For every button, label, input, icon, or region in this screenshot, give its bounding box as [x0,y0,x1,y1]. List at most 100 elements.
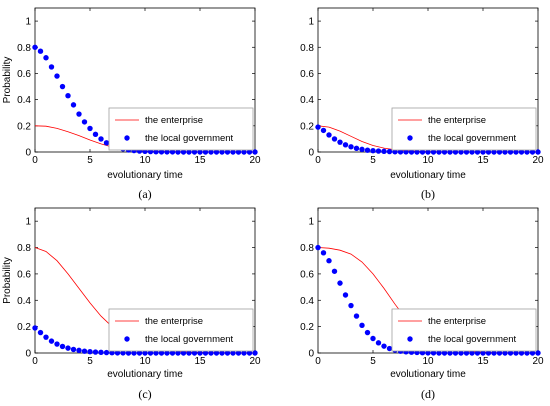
data-point-government [320,127,327,134]
data-point-government [331,136,338,142]
data-point-government [441,350,448,356]
data-point-government [524,149,530,155]
x-tick-label: 5 [370,155,376,166]
data-point-government [364,329,371,336]
y-tick-label: 1 [25,17,31,28]
data-point-government [169,350,176,356]
y-tick-label: 1 [25,217,31,228]
x-tick-label: 15 [477,356,489,367]
data-point-government [496,350,503,356]
data-point-government [507,350,514,356]
data-point-government [337,139,343,145]
data-point-government [87,125,93,132]
legend: the enterprise the local government [391,107,537,151]
data-point-government [43,55,49,61]
data-point-government [92,131,99,138]
legend-swatch-government [124,135,130,141]
legend-label-government: the local government [145,133,234,144]
data-point-government [375,148,382,154]
x-tick-label: 5 [87,356,93,367]
data-point-government [202,149,209,155]
data-point-government [463,149,470,155]
x-axis-label: evolutionary time [390,369,466,380]
data-point-government [186,149,192,155]
y-tick-label: 0 [25,349,31,360]
data-point-government [120,350,126,356]
x-axis-label: evolutionary time [390,170,466,181]
legend-label-government: the local government [428,133,517,144]
data-point-government [529,350,536,356]
legend-box [108,107,254,151]
x-tick-label: 15 [194,155,206,166]
data-point-government [59,343,66,350]
data-point-government [136,350,143,356]
legend-label-government: the local government [428,334,517,345]
x-tick-label: 10 [422,356,434,367]
data-point-government [197,149,203,155]
y-tick-label: 0.2 [300,322,314,333]
data-point-government [529,149,536,155]
data-point-government [252,350,258,356]
y-tick-label: 1 [308,217,314,228]
data-point-government [397,149,404,155]
data-point-government [114,350,121,356]
data-point-government [54,341,60,347]
y-tick-label: 0.6 [17,69,31,80]
panel-3: 0 5 10 15 20 0 0.2 0.4 0.6 0.8 1 evolutionary time (… [300,207,544,401]
data-point-government [235,149,242,155]
data-point-government [315,244,321,251]
data-point-government [98,136,104,142]
data-point-government [326,258,332,264]
x-tick-label: 10 [139,155,151,166]
x-tick-label: 0 [315,356,321,367]
data-point-government [54,73,60,79]
data-point-government [359,146,365,153]
x-tick-label: 20 [532,356,544,367]
data-point-government [441,149,448,155]
data-point-government [480,350,486,356]
x-tick-label: 5 [370,356,376,367]
data-point-government [408,149,415,155]
data-point-government [513,149,519,155]
data-point-government [331,268,338,274]
y-tick-label: 0.6 [17,269,31,280]
panel-0: 0 5 10 15 20 0 0.2 0.4 0.6 0.8 1 evolutionary time P… [2,7,261,201]
data-point-government [241,149,247,155]
y-tick-label: 0.4 [300,296,314,307]
y-tick-label: 0.2 [17,121,31,132]
data-point-government [359,322,365,329]
y-tick-label: 0.4 [17,296,31,307]
data-point-government [191,350,198,356]
legend-label-enterprise: the enterprise [145,115,203,126]
data-point-government [164,149,170,155]
data-point-government [76,111,82,117]
y-axis-label: Probability [2,57,13,104]
data-point-government [70,102,77,108]
legend: the enterprise the local government [391,308,537,352]
data-point-government [474,149,481,155]
data-point-government [353,145,360,152]
data-point-government [348,302,354,309]
y-axis-label: Probability [2,257,13,304]
data-point-government [219,350,225,356]
data-point-government [76,347,82,354]
data-point-government [502,149,508,155]
legend-box [108,308,254,352]
data-point-government [32,44,38,50]
data-point-government [386,148,393,155]
data-point-government [458,350,464,356]
data-point-government [452,149,459,155]
data-point-government [59,83,66,90]
legend: the enterprise the local government [108,308,254,352]
data-point-government [375,340,382,346]
data-point-government [87,348,93,355]
y-tick-label: 0.6 [300,69,314,80]
data-point-government [246,350,253,356]
data-point-government [219,149,225,155]
data-point-government [337,280,343,286]
data-point-government [513,350,519,356]
y-tick-label: 0 [308,148,314,159]
data-point-government [180,350,187,356]
legend-label-enterprise: the enterprise [428,316,486,327]
